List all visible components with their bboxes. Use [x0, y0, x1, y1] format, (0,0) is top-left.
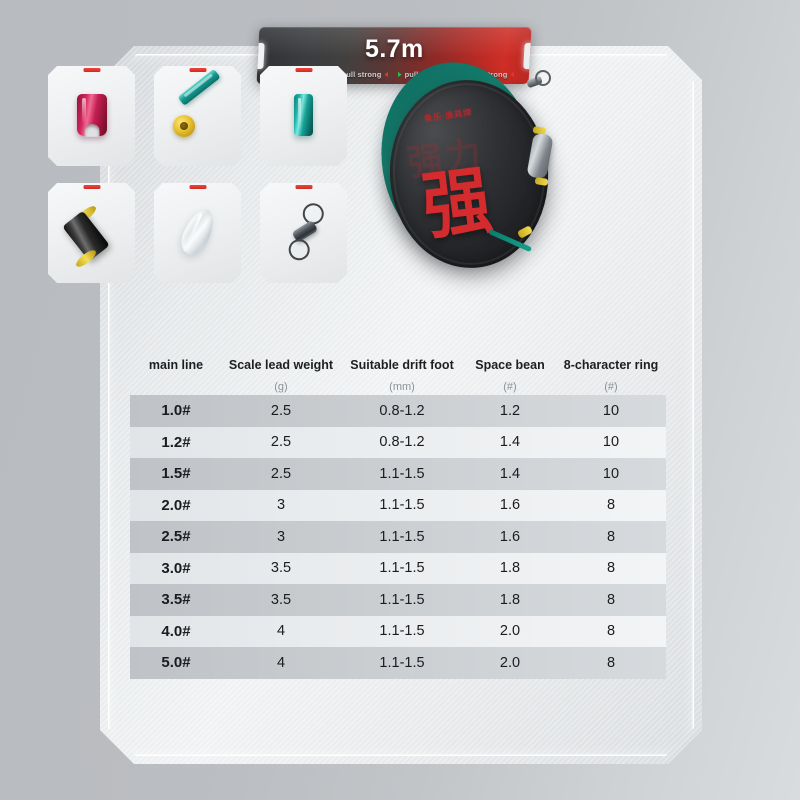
table-cell: 0.8-1.2 — [379, 402, 425, 419]
table-cell: 2.5 — [270, 434, 292, 451]
table-cell: 3.5 — [270, 560, 292, 577]
table-cell: 8 — [606, 497, 616, 514]
spool-main-character: 强 — [418, 157, 497, 251]
table-cell: 4 — [276, 654, 286, 671]
table-cell: 1.1-1.5 — [379, 560, 425, 577]
table-cell: 3.5 — [270, 591, 292, 608]
table-row: 2.5# 3 1.1-1.5 1.6 8 — [130, 521, 666, 553]
table-row: 1.2# 2.5 0.8-1.2 1.4 10 — [130, 426, 666, 458]
column-header-main-line: main line — [148, 358, 204, 372]
table-cell: 2.0 — [499, 654, 521, 671]
table-cell: 10 — [602, 465, 620, 482]
table-cell: 2.5 — [270, 465, 292, 482]
crimson-bead-icon — [48, 76, 135, 154]
table-cell: 10 — [602, 434, 620, 451]
table-cell: 1.2# — [161, 433, 191, 451]
table-cell: 1.1-1.5 — [379, 528, 425, 545]
table-cell: 3.0# — [161, 559, 191, 577]
table-cell: 4.0# — [161, 622, 191, 640]
swivel-ring-icon — [260, 193, 347, 271]
table-cell: 8 — [606, 591, 616, 608]
table-cell: 2.5 — [270, 402, 292, 419]
table-cell: 5.0# — [161, 654, 191, 672]
table-cell: 10 — [602, 402, 620, 419]
table-cell: 2.5# — [161, 528, 191, 546]
table-cell: 1.1-1.5 — [379, 497, 425, 514]
column-header-scale-lead-weight: Scale lead weight (g) — [228, 358, 334, 393]
spool-swivel-icon — [521, 70, 551, 94]
tile-tab-icon — [83, 68, 100, 72]
table-cell: 1.1-1.5 — [379, 465, 425, 482]
table-row: 4.0# 4 1.1-1.5 2.0 8 — [130, 615, 666, 647]
column-header-space-bean: Space bean (#) — [475, 358, 545, 393]
table-cell: 1.4 — [499, 434, 521, 451]
component-thumbnail-grid — [48, 66, 348, 288]
tile-tab-icon — [189, 185, 206, 189]
table-cell: 1.6 — [499, 528, 521, 545]
table-cell: 0.8-1.2 — [379, 434, 425, 451]
tile-tab-icon — [189, 68, 206, 72]
table-cell: 1.8 — [499, 560, 521, 577]
table-cell: 1.8 — [499, 591, 521, 608]
table-cell: 1.5# — [161, 465, 191, 483]
table-cell: 8 — [606, 654, 616, 671]
table-row: 5.0# 4 1.1-1.5 2.0 8 — [130, 647, 666, 679]
table-body: 1.0# 2.5 0.8-1.2 1.2 10 1.2# 2.5 0.8-1.2 1.4 10 1.… — [130, 395, 666, 679]
table-cell: 8 — [606, 560, 616, 577]
table-header-row: main line Scale lead weight (g) Suitable… — [130, 352, 666, 395]
table-cell: 1.0# — [161, 402, 191, 420]
tile-eight-character-ring[interactable] — [260, 183, 347, 283]
tile-teal-space-bean[interactable] — [260, 66, 347, 166]
table-cell: 1.4 — [499, 465, 521, 482]
column-header-8-character-ring: 8-character ring (#) — [563, 358, 659, 393]
table-cell: 3 — [276, 497, 286, 514]
banner-title: 5.7m — [365, 35, 424, 63]
teal-space-bean-icon — [260, 76, 347, 154]
tile-tab-icon — [83, 185, 100, 189]
table-cell: 2.0 — [499, 623, 521, 640]
table-row: 1.5# 2.5 1.1-1.5 1.4 10 — [130, 458, 666, 490]
column-header-suitable-drift-foot: Suitable drift foot (mm) — [350, 358, 454, 393]
black-line-spool-icon — [48, 193, 135, 271]
table-row: 1.0# 2.5 0.8-1.2 1.2 10 — [130, 395, 666, 427]
clear-drift-float-icon — [154, 193, 241, 271]
table-row: 2.0# 3 1.1-1.5 1.6 8 — [130, 489, 666, 521]
tile-tab-icon — [295, 68, 312, 72]
table-cell: 8 — [606, 528, 616, 545]
table-row: 3.5# 3.5 1.1-1.5 1.8 8 — [130, 584, 666, 616]
tile-black-line-spool[interactable] — [48, 183, 135, 283]
table-cell: 1.6 — [499, 497, 521, 514]
table-cell: 1.2 — [499, 402, 521, 419]
table-cell: 8 — [606, 623, 616, 640]
tile-drift-foot-seat[interactable] — [154, 66, 241, 166]
line-spool-illustration: 鱼乐·渔具牌 强力 强 — [367, 51, 582, 292]
table-cell: 1.1-1.5 — [379, 591, 425, 608]
table-cell: 1.1-1.5 — [379, 654, 425, 671]
tile-tab-icon — [295, 185, 312, 189]
table-cell: 3 — [276, 528, 286, 545]
table-cell: 3.5# — [161, 591, 191, 609]
drift-foot-seat-icon — [154, 68, 241, 154]
tile-crimson-bead[interactable] — [48, 66, 135, 166]
table-cell: 1.1-1.5 — [379, 623, 425, 640]
table-cell: 2.0# — [161, 496, 191, 514]
specification-table: main line Scale lead weight (g) Suitable… — [130, 352, 666, 679]
table-row: 3.0# 3.5 1.1-1.5 1.8 8 — [130, 552, 666, 584]
tile-clear-drift-float[interactable] — [154, 183, 241, 283]
table-cell: 4 — [276, 623, 286, 640]
